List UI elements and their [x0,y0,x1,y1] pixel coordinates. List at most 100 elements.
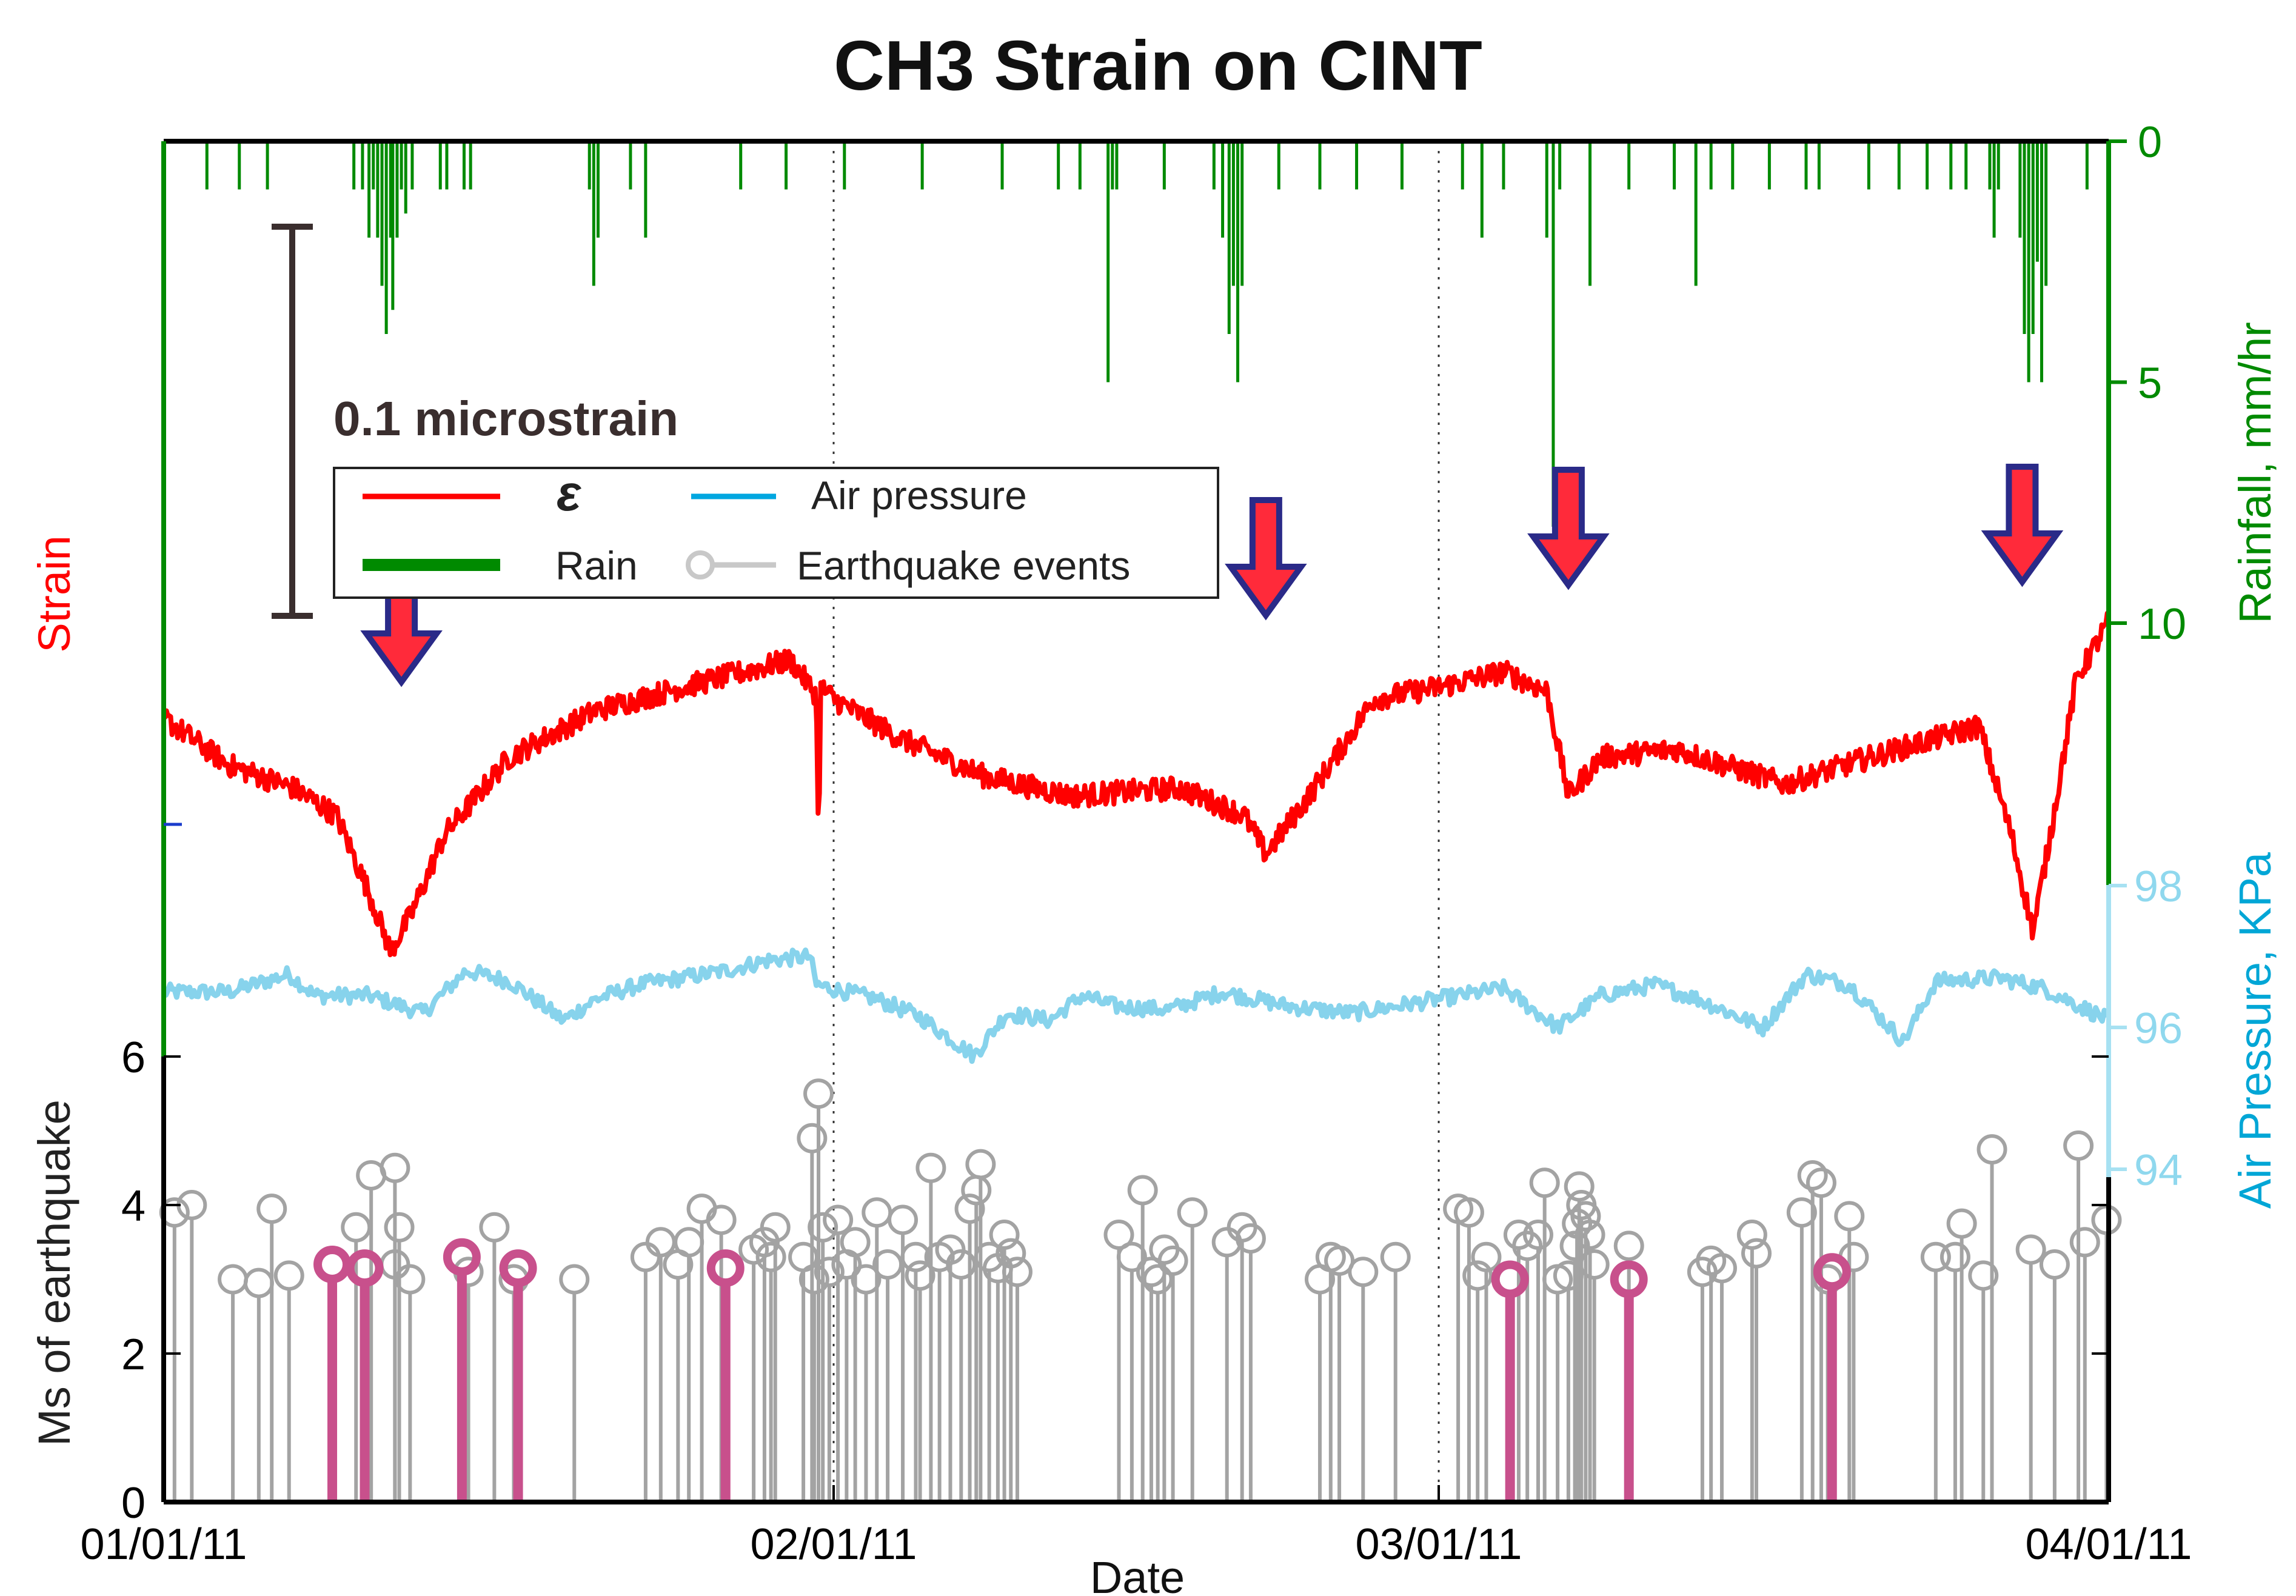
down-arrow-icon [1527,467,1610,590]
earthquake-marker [1157,1245,1188,1276]
x-tick-label: 01/01/11 [81,1520,247,1569]
earthquake-marker [1235,1223,1266,1254]
rain-tick-label: 0 [2138,118,2162,167]
earthquake-axis-label: Ms of earthquake [29,1100,79,1446]
earthquake-marker [851,1264,882,1295]
chart-title: CH3 Strain on CINT [834,26,1482,105]
earthquake-marker [1579,1249,1610,1280]
x-tick-label: 04/01/11 [2026,1520,2192,1569]
earthquake-marker [965,1149,996,1180]
pressure-tick-label: 98 [2134,863,2183,911]
earthquake-marker [1522,1220,1553,1250]
pressure-tick-label: 96 [2134,1004,2183,1053]
rain-tick-label: 5 [2138,359,2162,408]
earthquake-marker [243,1267,274,1298]
earthquake-marker [1471,1241,1502,1272]
earthquake-marker [1741,1238,1772,1269]
earthquake-marker [1920,1241,1951,1272]
earthquake-marker [905,1260,935,1291]
earthquake-tick-label: 0 [121,1479,146,1528]
x-tick-label: 03/01/11 [1356,1520,1522,1569]
earthquake-marker [674,1227,705,1258]
earthquake-marker [1806,1167,1836,1198]
earthquake-marker [888,1204,919,1235]
earthquake-marker [1575,1220,1605,1250]
earthquake-marker [341,1212,372,1243]
down-arrow-icon [1225,497,1307,621]
earthquake-marker [1559,1230,1590,1261]
earthquake-marker [1797,1160,1828,1190]
earthquake-tick-label: 6 [121,1033,146,1082]
legend-earthquake-marker [686,550,715,579]
earthquake-marker [630,1241,661,1272]
earthquake-marker [760,1212,791,1243]
earthquake-marker-highlighted [499,1249,537,1287]
earthquake-marker [380,1152,410,1183]
earthquake-marker [273,1260,304,1291]
text-layer: 01/01/11 02/01/11 03/01/11 04/01/11 0 5 10 94 96… [29,26,2280,1596]
legend-box [333,467,1219,599]
x-axis-label: Date [1090,1552,1185,1596]
strain-axis-label: Strain [29,535,79,652]
earthquake-marker [1976,1134,2007,1165]
earthquake-marker [1348,1257,1379,1287]
earthquake-marker [1127,1175,1158,1206]
earthquake-marker [814,1257,845,1287]
earthquake-marker [706,1204,737,1235]
earthquake-tick-label: 4 [121,1182,146,1230]
earthquake-marker [256,1194,287,1224]
down-arrow-icon [1981,464,2064,587]
earthquake-marker [2063,1130,2094,1161]
legend-strain-label: ε [557,464,581,521]
rain-series [205,141,2089,527]
earthquake-marker-highlighted [1813,1253,1851,1291]
earthquake-marker [797,1123,828,1154]
earthquake-marker [915,1152,946,1183]
earthquake-marker [1103,1220,1134,1250]
legend: ε Air pressure Rain Earthquake events [333,464,1219,599]
air-pressure-line [161,947,2110,1064]
strain-line [161,610,2111,958]
earthquake-marker [1834,1201,1865,1232]
earthquake-marker [798,1264,829,1295]
legend-earthquake-label: Earthquake events [797,543,1130,588]
earthquake-marker [176,1190,207,1220]
line-series [161,610,2111,1064]
earthquake-marker [1116,1241,1147,1272]
arrow-annotations [360,464,2064,687]
earthquake-marker [1706,1253,1737,1284]
earthquake-marker [1613,1230,1644,1261]
earthquake-marker-highlighted [313,1246,352,1283]
scale-bar-label: 0.1 microstrain [333,392,678,446]
earthquake-marker [1946,1208,1977,1239]
earthquake-marker [645,1227,676,1258]
earthquake-marker [1564,1171,1595,1202]
rainfall-axis-label: Rainfall, mm/hr [2230,322,2280,624]
earthquake-marker [989,1220,1020,1250]
earthquake-marker [1786,1197,1817,1228]
pressure-tick-label: 94 [2134,1146,2183,1195]
earthquake-marker [218,1264,249,1295]
earthquake-marker [1380,1241,1411,1272]
earthquake-marker [1324,1245,1355,1276]
earthquake-marker-highlighted [1610,1260,1648,1298]
earthquake-marker-highlighted [443,1238,481,1276]
earthquake-marker-highlighted [346,1249,384,1287]
earthquake-marker [1529,1167,1560,1198]
legend-pressure-label: Air pressure [811,473,1027,518]
earthquake-marker [755,1241,786,1272]
earthquake-marker [961,1175,992,1206]
rain-tick-label: 10 [2138,600,2186,649]
earthquake-marker [1570,1201,1601,1232]
x-tick-label: 02/01/11 [751,1520,917,1569]
earthquake-marker [2069,1227,2100,1258]
earthquake-marker [1002,1257,1033,1287]
earthquake-marker-highlighted [1491,1260,1529,1298]
earthquake-marker [159,1197,190,1228]
earthquake-marker [1177,1197,1208,1228]
axes-layer [161,139,2127,1504]
grid-layer [832,141,1440,1502]
earthquake-marker [996,1238,1026,1269]
earthquake-marker [479,1212,510,1243]
